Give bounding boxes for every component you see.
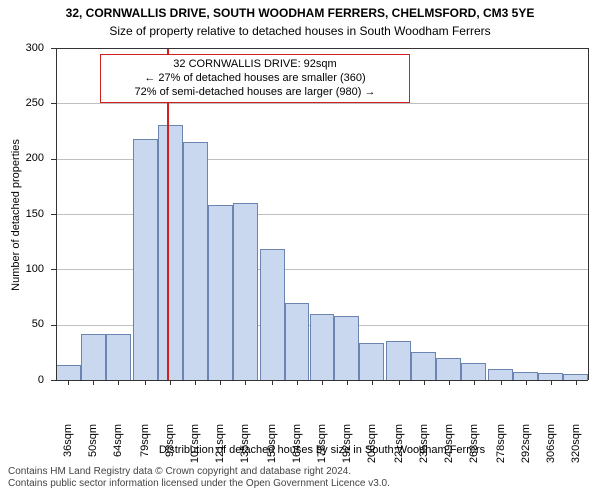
y-tick-mark: [51, 159, 56, 160]
y-tick-label: 100: [0, 263, 44, 275]
x-tick-mark: [145, 380, 146, 385]
histogram-bar: [513, 372, 538, 380]
annotation-line-1: 32 CORNWALLIS DRIVE: 92sqm: [107, 58, 403, 72]
x-tick-mark: [118, 380, 119, 385]
histogram-bar: [81, 334, 106, 380]
histogram-bar: [233, 203, 258, 380]
x-tick-mark: [399, 380, 400, 385]
x-tick-mark: [501, 380, 502, 385]
histogram-bar: [334, 316, 359, 380]
y-tick-mark: [51, 214, 56, 215]
x-tick-mark: [576, 380, 577, 385]
x-tick-mark: [526, 380, 527, 385]
histogram-bar: [183, 142, 208, 380]
x-tick-mark: [322, 380, 323, 385]
y-tick-label: 200: [0, 152, 44, 164]
y-tick-label: 150: [0, 208, 44, 220]
x-tick-mark: [297, 380, 298, 385]
y-tick-label: 250: [0, 97, 44, 109]
x-tick-mark: [220, 380, 221, 385]
x-tick-mark: [245, 380, 246, 385]
y-axis-line: [56, 48, 57, 380]
footer-attribution: Contains HM Land Registry data © Crown c…: [8, 466, 390, 490]
plot-border-top: [56, 48, 588, 49]
x-tick-mark: [424, 380, 425, 385]
histogram-bar: [386, 341, 411, 380]
histogram-bar: [158, 125, 183, 380]
chart-title-line2: Size of property relative to detached ho…: [0, 24, 600, 38]
histogram-bar: [260, 249, 285, 380]
x-tick-mark: [195, 380, 196, 385]
x-axis-title: Distribution of detached houses by size …: [56, 444, 588, 456]
x-tick-mark: [272, 380, 273, 385]
footer-line-2: Contains public sector information licen…: [8, 478, 390, 490]
histogram-bar: [359, 343, 384, 380]
x-tick-mark: [170, 380, 171, 385]
gridline: [56, 103, 588, 104]
x-tick-mark: [347, 380, 348, 385]
x-tick-mark: [449, 380, 450, 385]
histogram-bar: [436, 358, 461, 380]
y-tick-label: 300: [0, 42, 44, 54]
footer-line-1: Contains HM Land Registry data © Crown c…: [8, 466, 390, 478]
y-tick-mark: [51, 325, 56, 326]
histogram-bar: [106, 334, 131, 380]
chart-container: 32, CORNWALLIS DRIVE, SOUTH WOODHAM FERR…: [0, 0, 600, 500]
y-tick-mark: [51, 380, 56, 381]
x-tick-mark: [551, 380, 552, 385]
histogram-bar: [56, 365, 81, 380]
histogram-bar: [133, 139, 158, 380]
histogram-bar: [488, 369, 513, 380]
y-axis-title: Number of detached properties: [10, 49, 22, 381]
histogram-bar: [208, 205, 233, 380]
plot-border-right: [588, 48, 589, 380]
y-tick-mark: [51, 103, 56, 104]
x-tick-mark: [372, 380, 373, 385]
histogram-bar: [411, 352, 436, 380]
y-tick-label: 50: [0, 318, 44, 330]
x-tick-mark: [68, 380, 69, 385]
y-tick-label: 0: [0, 374, 44, 386]
marker-annotation: 32 CORNWALLIS DRIVE: 92sqm ← 27% of deta…: [100, 54, 410, 103]
y-tick-mark: [51, 48, 56, 49]
histogram-bar: [461, 363, 486, 380]
histogram-bar: [285, 303, 310, 380]
x-tick-mark: [93, 380, 94, 385]
histogram-bar: [538, 373, 563, 380]
histogram-bar: [310, 314, 335, 380]
annotation-line-2: ← 27% of detached houses are smaller (36…: [107, 72, 403, 86]
x-tick-mark: [474, 380, 475, 385]
chart-title-line1: 32, CORNWALLIS DRIVE, SOUTH WOODHAM FERR…: [0, 6, 600, 20]
y-tick-mark: [51, 269, 56, 270]
annotation-line-3: 72% of semi-detached houses are larger (…: [107, 86, 403, 100]
